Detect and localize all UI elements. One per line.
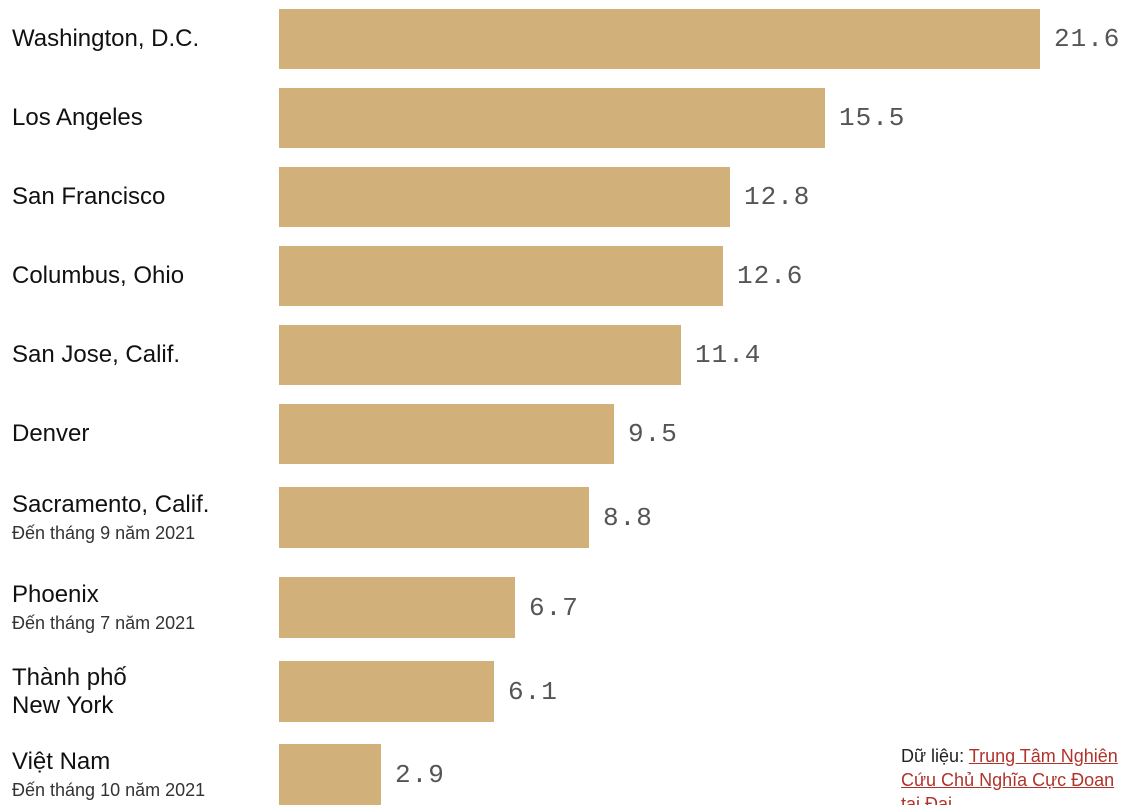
category-note: Đến tháng 9 năm 2021 xyxy=(12,523,196,543)
category-label: San Francisco xyxy=(12,183,165,211)
category-name: Thành phố New York xyxy=(12,664,127,719)
value-label: 8.8 xyxy=(603,502,653,533)
category-name: Sacramento, Calif. xyxy=(12,491,210,518)
category-label: Phoenix Đến tháng 7 năm 2021 xyxy=(12,581,195,635)
bar xyxy=(279,404,614,464)
source-note: Dữ liệu: Trung Tâm Nghiên Cứu Chủ Nghĩa … xyxy=(901,744,1136,805)
category-label: Denver xyxy=(12,420,89,448)
bar xyxy=(279,744,381,805)
category-label: Washington, D.C. xyxy=(12,25,199,53)
category-label: Los Angeles xyxy=(12,104,143,132)
value-label: 12.6 xyxy=(737,261,804,291)
bar xyxy=(279,325,681,385)
bar xyxy=(279,88,825,148)
bar xyxy=(279,661,494,722)
value-label: 9.5 xyxy=(628,419,678,449)
source-prefix: Dữ liệu: xyxy=(901,746,969,766)
category-label: Columbus, Ohio xyxy=(12,262,184,290)
category-label: San Jose, Calif. xyxy=(12,341,180,369)
category-name: San Jose, Calif. xyxy=(12,341,181,368)
category-note: Đến tháng 7 năm 2021 xyxy=(12,613,196,633)
value-label: 12.8 xyxy=(744,182,811,212)
bar xyxy=(279,487,589,548)
category-name: Los Angeles xyxy=(12,104,143,131)
bar xyxy=(279,167,730,227)
value-label: 15.5 xyxy=(839,103,906,133)
bar xyxy=(279,9,1040,69)
category-name: San Francisco xyxy=(12,183,166,210)
bar xyxy=(279,577,515,638)
category-note: Đến tháng 10 năm 2021 xyxy=(12,780,206,800)
category-name: Việt Nam xyxy=(12,748,111,775)
value-label: 6.7 xyxy=(529,592,579,623)
category-name: Columbus, Ohio xyxy=(12,262,185,289)
category-name: Washington, D.C. xyxy=(12,25,200,52)
value-label: 11.4 xyxy=(695,340,762,370)
bar xyxy=(279,246,723,306)
category-name: Denver xyxy=(12,420,90,447)
category-label: Việt Nam Đến tháng 10 năm 2021 xyxy=(12,748,205,802)
category-name: Phoenix xyxy=(12,581,99,608)
source-link[interactable]: Trung Tâm Nghiên Cứu Chủ Nghĩa Cực Đoan … xyxy=(901,746,1118,805)
category-label: Sacramento, Calif. Đến tháng 9 năm 2021 xyxy=(12,491,209,545)
category-label: Thành phố New York xyxy=(12,664,127,720)
value-label: 21.6 xyxy=(1054,24,1121,54)
value-label: 6.1 xyxy=(508,676,558,707)
value-label: 2.9 xyxy=(395,759,445,790)
